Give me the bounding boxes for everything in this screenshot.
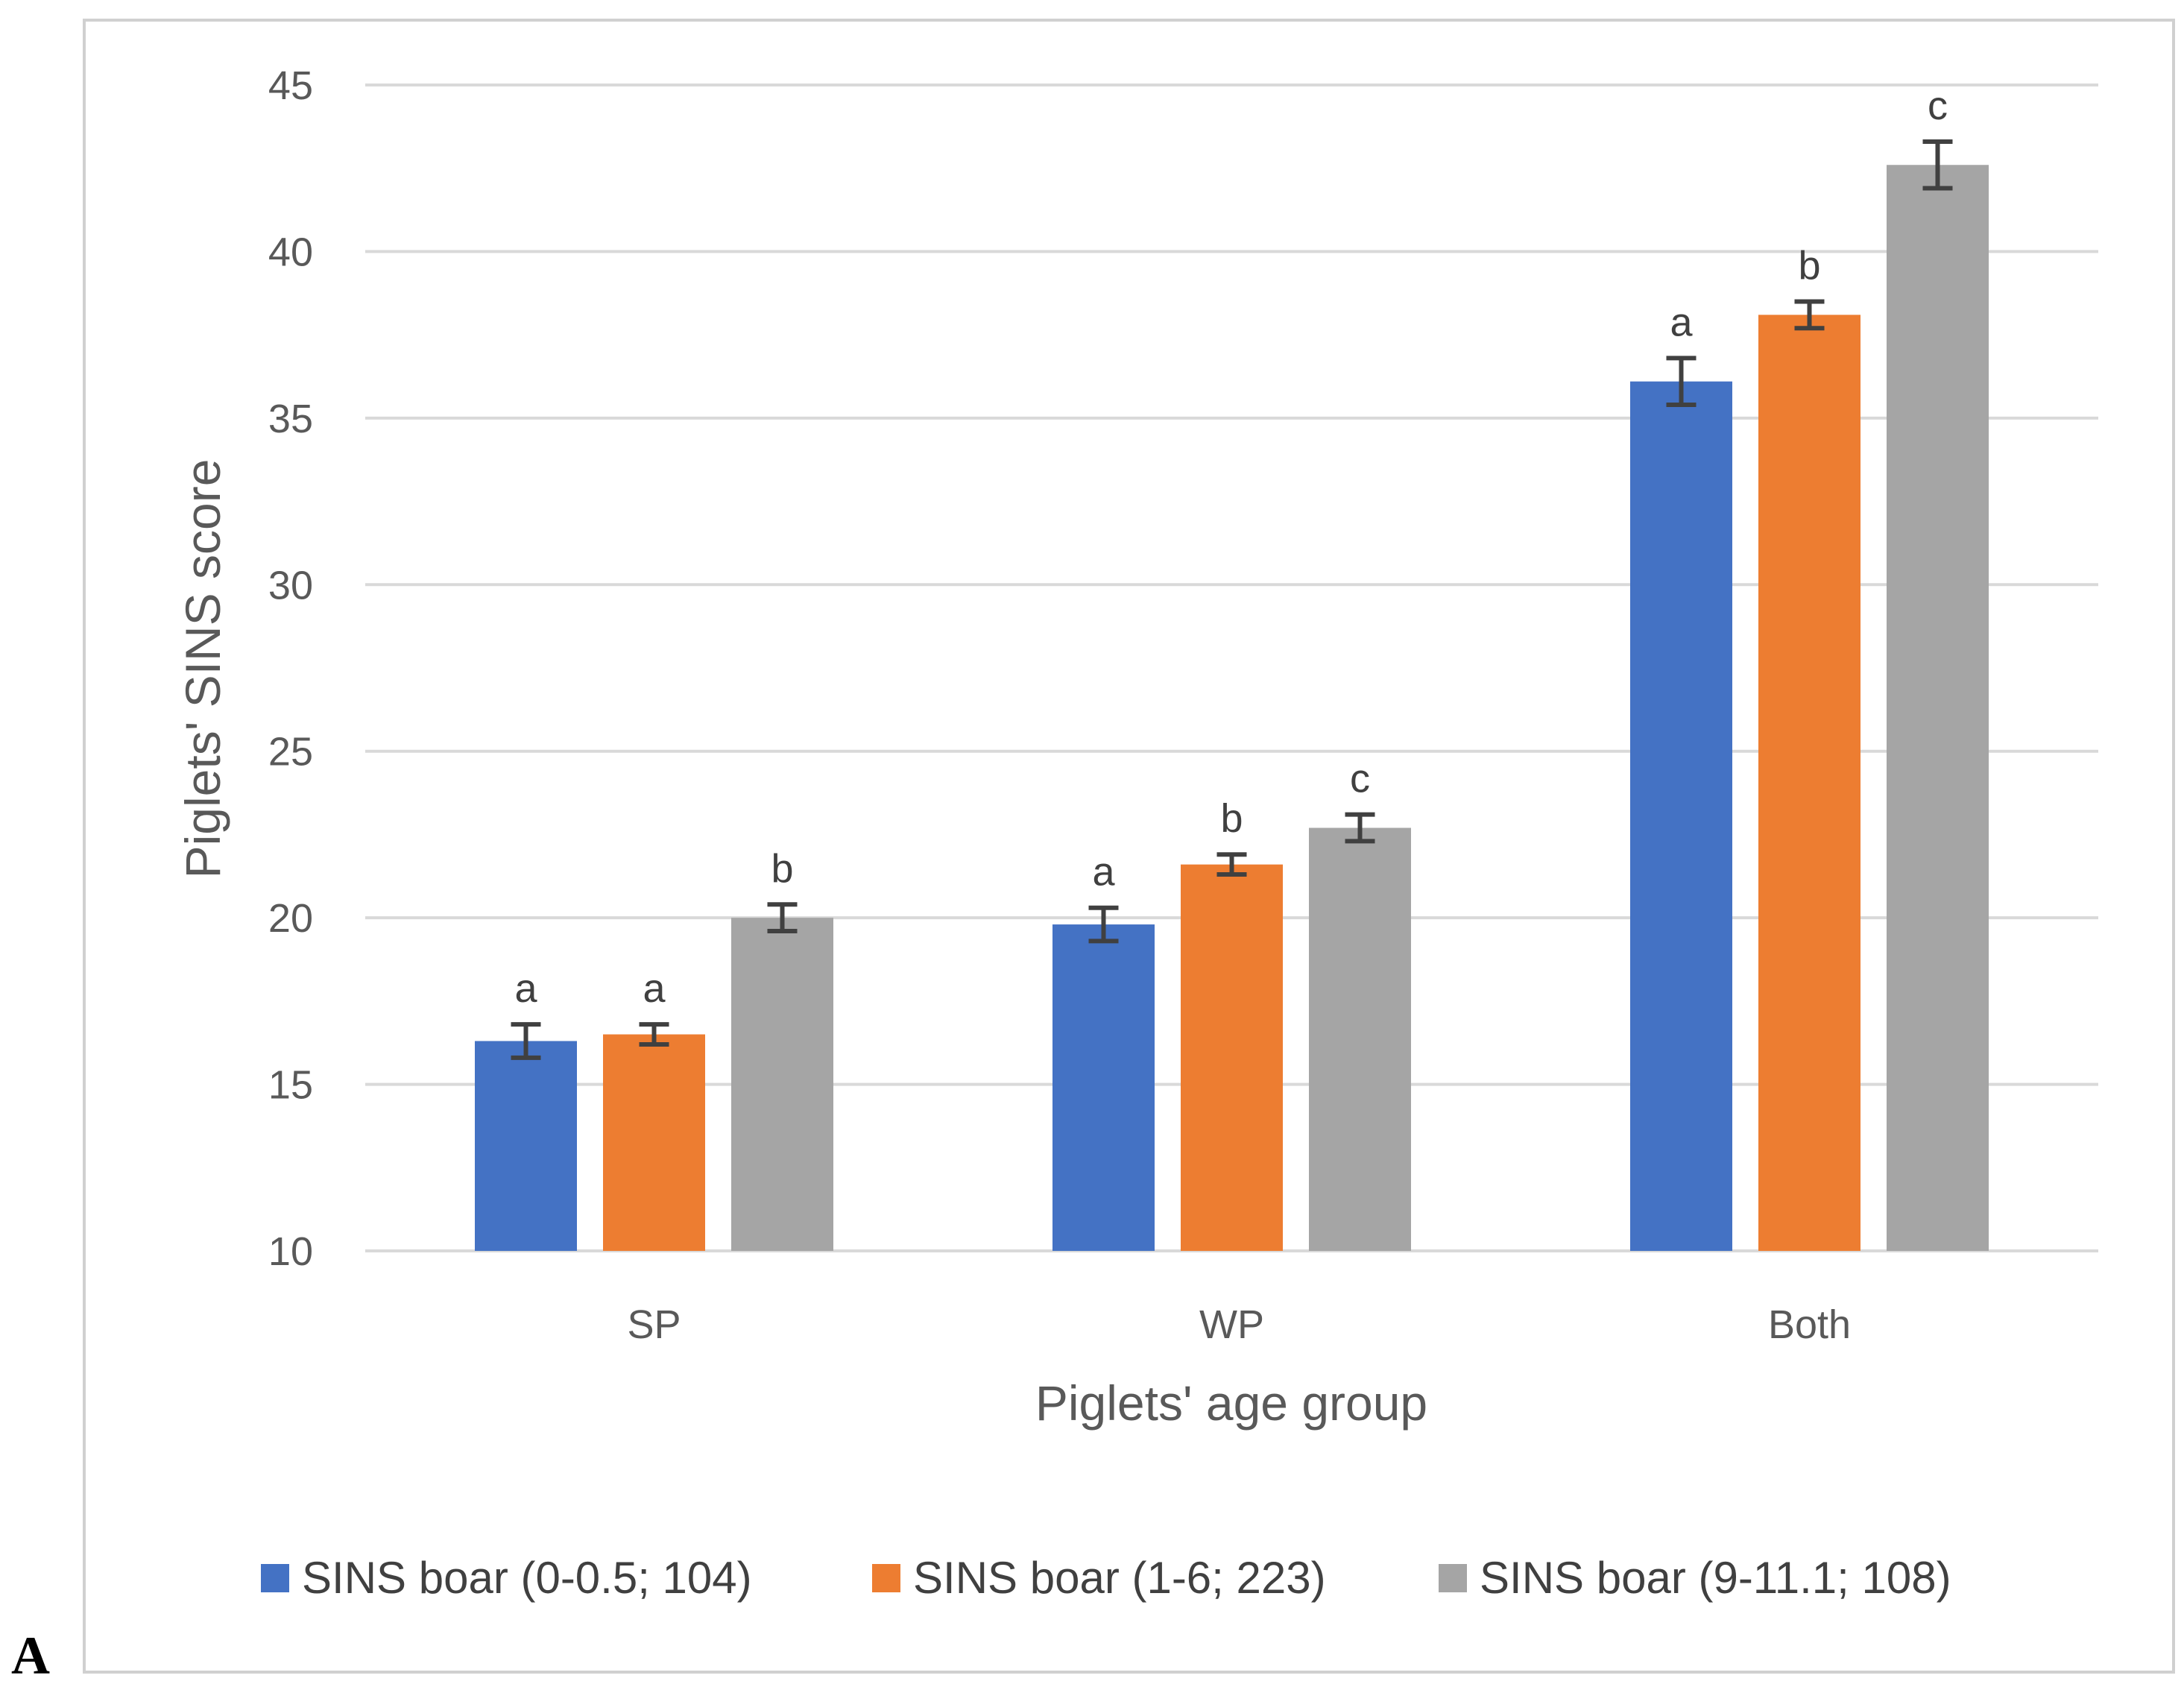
significance-label: b (1220, 796, 1243, 841)
y-tick-labels: 10 15 20 25 30 35 40 45 (268, 63, 313, 1274)
panel-letter: A (11, 1626, 50, 1686)
legend-swatch (872, 1564, 900, 1592)
bar (1630, 381, 1732, 1251)
bar (1181, 864, 1283, 1251)
y-axis-title: Piglets' SINS score (175, 459, 230, 879)
significance-label: a (514, 966, 537, 1011)
legend-label: SINS boar (1-6; 223) (913, 1553, 1326, 1603)
significance-label: b (771, 846, 793, 891)
legend-label: SINS boar (0-0.5; 104) (302, 1553, 752, 1603)
x-tick-label: Both (1768, 1302, 1851, 1347)
significance-label: c (1928, 83, 1948, 128)
legend-swatch (1439, 1564, 1467, 1592)
bar (1887, 165, 1989, 1251)
bar (1309, 827, 1411, 1251)
bars: a a b a b c a b c (475, 83, 1989, 1251)
legend: SINS boar (0-0.5; 104) SINS boar (1-6; 22… (261, 1553, 1951, 1603)
significance-label: a (1670, 300, 1693, 344)
bar (475, 1041, 577, 1251)
x-tick-label: WP (1199, 1302, 1264, 1347)
significance-label: a (643, 966, 666, 1011)
legend-label: SINS boar (9-11.1; 108) (1480, 1553, 1951, 1603)
bar (731, 918, 833, 1251)
x-tick-label: SP (627, 1302, 681, 1347)
y-tick-label: 25 (268, 730, 313, 775)
y-tick-label: 40 (268, 230, 313, 274)
y-tick-label: 15 (268, 1063, 313, 1108)
x-tick-labels: SP WP Both (627, 1302, 1851, 1347)
y-tick-label: 45 (268, 63, 313, 108)
y-tick-label: 30 (268, 563, 313, 608)
bar (1052, 924, 1155, 1251)
bar (603, 1034, 705, 1251)
significance-label: a (1092, 850, 1115, 895)
x-axis-title: Piglets' age group (1035, 1375, 1427, 1431)
y-tick-label: 20 (268, 896, 313, 941)
bar (1758, 315, 1860, 1251)
y-tick-label: 35 (268, 397, 313, 441)
y-tick-label: 10 (268, 1229, 313, 1274)
significance-label: c (1350, 757, 1370, 801)
significance-label: b (1798, 243, 1820, 288)
legend-swatch (261, 1564, 289, 1592)
